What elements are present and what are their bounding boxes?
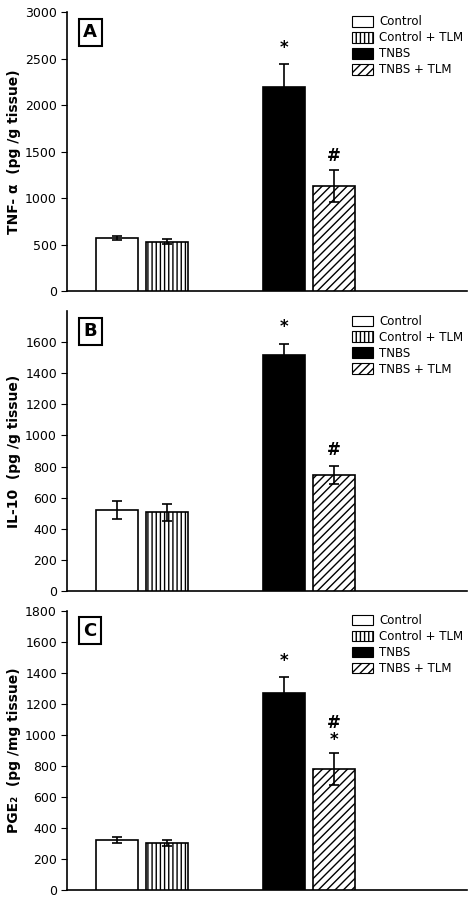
Text: *: * <box>280 39 288 57</box>
Y-axis label: PGE₂  (pg /mg tissue): PGE₂ (pg /mg tissue) <box>7 668 21 834</box>
Text: #: # <box>327 147 341 165</box>
Bar <box>313 475 355 591</box>
Bar <box>96 841 138 890</box>
Legend: Control, Control + TLM, TNBS, TNBS + TLM: Control, Control + TLM, TNBS, TNBS + TLM <box>350 612 466 678</box>
Legend: Control, Control + TLM, TNBS, TNBS + TLM: Control, Control + TLM, TNBS, TNBS + TLM <box>350 14 466 79</box>
Bar <box>263 355 305 591</box>
Bar <box>146 242 188 291</box>
Bar <box>313 769 355 890</box>
Bar <box>146 512 188 591</box>
Text: C: C <box>83 622 97 640</box>
Text: *: * <box>280 652 288 670</box>
Text: B: B <box>83 322 97 340</box>
Text: *: * <box>280 319 288 336</box>
Bar <box>96 238 138 291</box>
Bar <box>146 843 188 890</box>
Y-axis label: IL-10  (pg /g tissue): IL-10 (pg /g tissue) <box>7 375 21 528</box>
Y-axis label: TNF- α  (pg /g tissue): TNF- α (pg /g tissue) <box>7 70 21 234</box>
Bar <box>263 693 305 890</box>
Bar <box>96 510 138 591</box>
Bar <box>313 186 355 291</box>
Text: A: A <box>83 24 97 41</box>
Legend: Control, Control + TLM, TNBS, TNBS + TLM: Control, Control + TLM, TNBS, TNBS + TLM <box>350 312 466 378</box>
Text: #: # <box>327 441 341 459</box>
Text: #
*: # * <box>327 714 341 748</box>
Bar <box>263 88 305 291</box>
